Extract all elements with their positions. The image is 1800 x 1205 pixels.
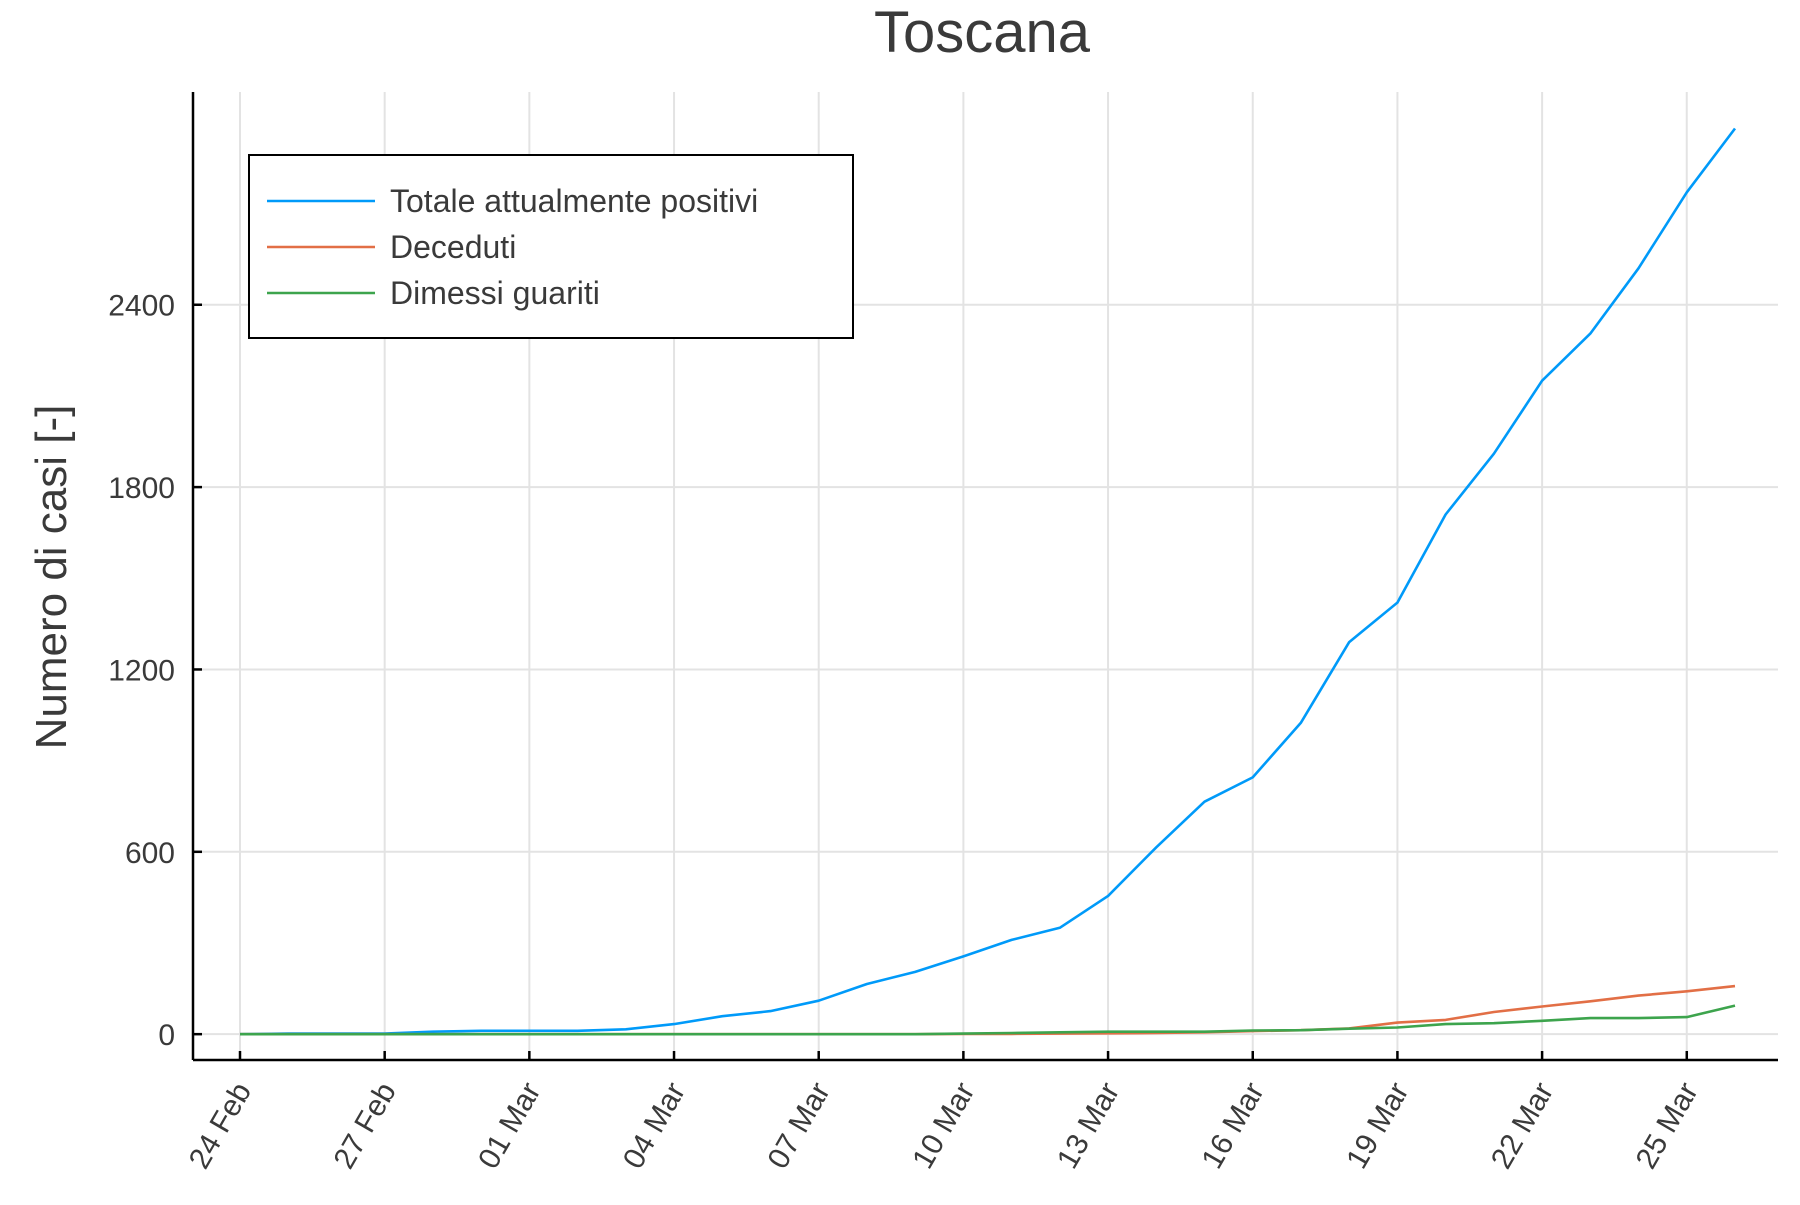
y-axis-label: Numero di casi [-] [27,405,76,750]
y-tick-label: 600 [125,837,175,870]
x-tick-label: 27 Feb [327,1077,402,1174]
y-tick-label: 1800 [108,472,175,505]
legend-label: Dimessi guariti [390,275,600,311]
x-tick-label: 22 Mar [1485,1077,1560,1174]
x-tick-label: 19 Mar [1340,1077,1415,1174]
series-lines [239,127,1737,1036]
grid [193,92,1778,1060]
legend: Totale attualmente positivi Deceduti Dimes… [248,154,854,339]
x-tick-label: 10 Mar [906,1077,981,1174]
x-tick-label: 24 Feb [183,1077,258,1174]
series-line-2 [240,1004,1736,1036]
legend-label: Totale attualmente positivi [390,183,758,219]
x-tick-label: 07 Mar [762,1077,837,1174]
legend-label: Deceduti [390,229,516,265]
series-line-1 [240,984,1736,1036]
x-tick-label: 13 Mar [1051,1077,1126,1174]
x-tick-label: 25 Mar [1630,1077,1705,1174]
x-tick-label: 01 Mar [472,1077,547,1174]
y-tick-label: 2400 [108,290,175,323]
x-tick-label: 16 Mar [1196,1077,1271,1174]
x-tick-label: 04 Mar [617,1077,692,1174]
y-tick-label: 0 [158,1019,175,1052]
y-tick-labels: 0 600 1200 1800 2400 [108,290,175,1052]
series-line-0 [239,127,1737,1036]
chart-title: Toscana [874,0,1091,65]
x-tick-labels: 24 Feb 27 Feb 01 Mar 04 Mar 07 Mar 10 Mar 13 M… [183,1077,1705,1174]
y-tick-label: 1200 [108,654,175,687]
axes [191,92,1778,1062]
